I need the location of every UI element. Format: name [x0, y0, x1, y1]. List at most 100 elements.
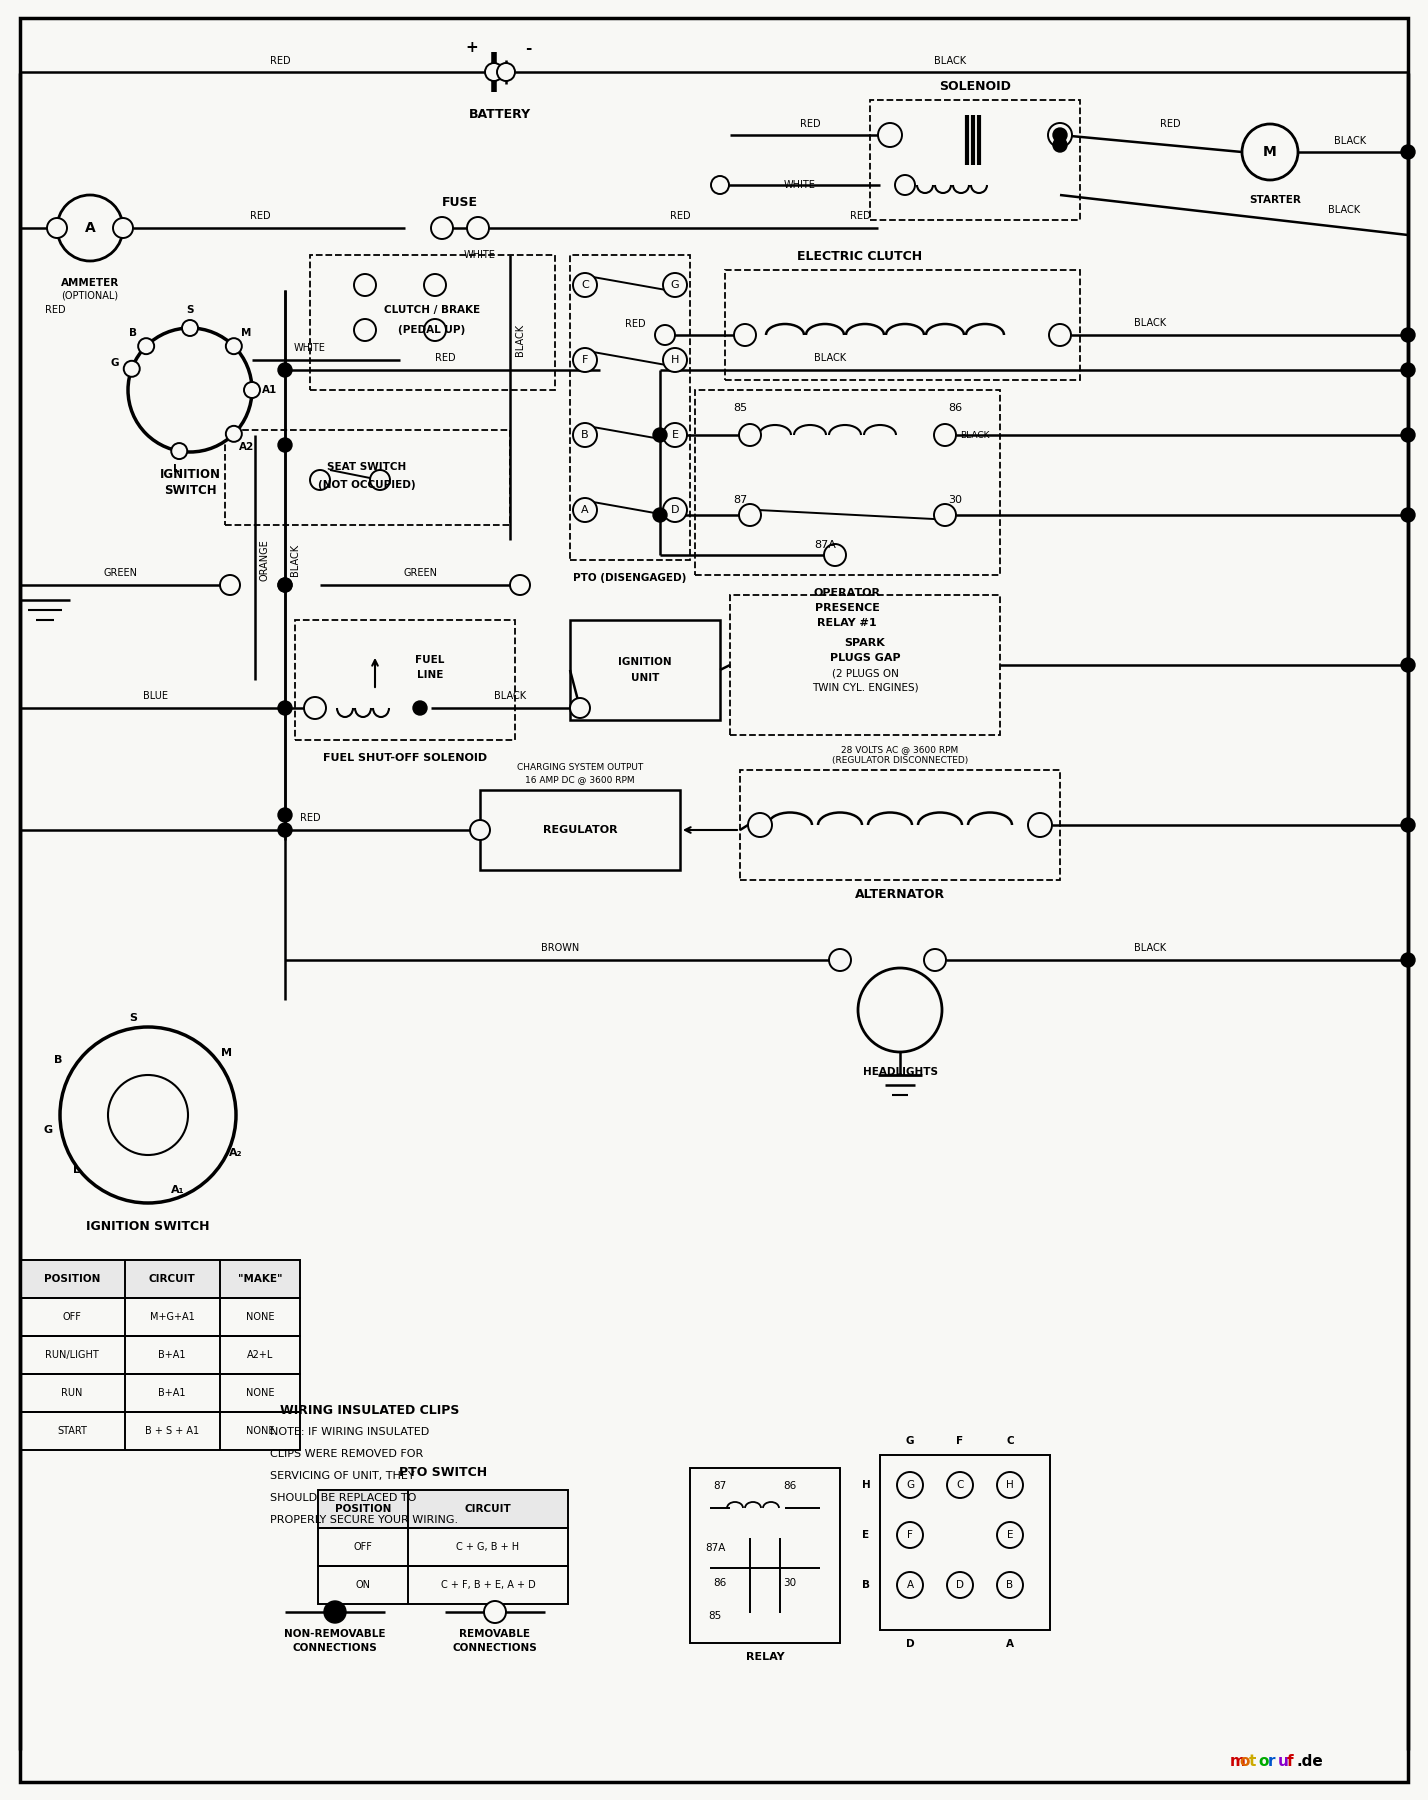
- Circle shape: [467, 218, 488, 239]
- Text: G: G: [110, 358, 119, 367]
- Circle shape: [278, 437, 291, 452]
- Bar: [318, 1566, 568, 1604]
- Text: C: C: [581, 281, 588, 290]
- Text: CIRCUIT: CIRCUIT: [464, 1505, 511, 1514]
- Bar: [695, 391, 1000, 574]
- Bar: [740, 770, 1060, 880]
- Circle shape: [60, 1028, 236, 1202]
- Text: A: A: [581, 506, 588, 515]
- Text: +: +: [466, 40, 478, 56]
- Text: FUEL SHUT-OFF SOLENOID: FUEL SHUT-OFF SOLENOID: [323, 752, 487, 763]
- Bar: [20, 1298, 300, 1336]
- Circle shape: [740, 504, 761, 526]
- Text: PRESENCE: PRESENCE: [814, 603, 880, 614]
- Text: r: r: [1268, 1755, 1275, 1769]
- Text: RED: RED: [270, 56, 290, 67]
- Text: B: B: [581, 430, 588, 439]
- Text: RED: RED: [624, 319, 645, 329]
- Text: C: C: [957, 1480, 964, 1490]
- Text: 85: 85: [733, 403, 747, 412]
- Text: RED: RED: [800, 119, 820, 130]
- Circle shape: [124, 360, 140, 376]
- Circle shape: [113, 218, 133, 238]
- Circle shape: [711, 176, 730, 194]
- Text: S: S: [186, 304, 194, 315]
- Text: A1: A1: [263, 385, 277, 394]
- Text: .de: .de: [1297, 1755, 1324, 1769]
- Text: RED: RED: [434, 353, 456, 364]
- Text: H: H: [671, 355, 680, 365]
- Circle shape: [278, 578, 291, 592]
- Text: BROWN: BROWN: [541, 943, 580, 952]
- Text: FUSE: FUSE: [443, 196, 478, 209]
- Text: PTO SWITCH: PTO SWITCH: [398, 1465, 487, 1478]
- Circle shape: [655, 326, 675, 346]
- Text: B: B: [54, 1055, 63, 1066]
- Circle shape: [663, 499, 687, 522]
- Text: ON: ON: [356, 1580, 370, 1589]
- Circle shape: [570, 698, 590, 718]
- Text: (PEDAL UP): (PEDAL UP): [398, 326, 466, 335]
- Text: ORANGE: ORANGE: [258, 540, 268, 581]
- Text: OFF: OFF: [63, 1312, 81, 1321]
- Circle shape: [1401, 952, 1415, 967]
- Text: 86: 86: [948, 403, 962, 412]
- Bar: [730, 596, 1000, 734]
- Text: CONNECTIONS: CONNECTIONS: [293, 1643, 377, 1652]
- Text: BATTERY: BATTERY: [468, 108, 531, 121]
- Text: M: M: [1264, 146, 1277, 158]
- Text: RUN: RUN: [61, 1388, 83, 1399]
- Circle shape: [653, 508, 667, 522]
- Circle shape: [997, 1472, 1022, 1498]
- Text: WHITE: WHITE: [464, 250, 496, 259]
- Circle shape: [431, 218, 453, 239]
- Text: OPERATOR: OPERATOR: [814, 589, 881, 598]
- Text: C + F, B + E, A + D: C + F, B + E, A + D: [441, 1580, 536, 1589]
- Circle shape: [1401, 146, 1415, 158]
- Bar: [870, 101, 1080, 220]
- Text: H: H: [861, 1480, 871, 1490]
- Circle shape: [1048, 122, 1072, 148]
- Text: BLACK: BLACK: [290, 544, 300, 576]
- Text: 30: 30: [948, 495, 962, 506]
- Text: G: G: [671, 281, 680, 290]
- Text: GREEN: GREEN: [103, 569, 137, 578]
- Circle shape: [897, 1472, 922, 1498]
- Text: WIRING INSULATED CLIPS: WIRING INSULATED CLIPS: [280, 1404, 460, 1417]
- Circle shape: [510, 574, 530, 596]
- Text: START: START: [57, 1426, 87, 1436]
- Circle shape: [924, 949, 945, 970]
- Text: G: G: [43, 1125, 53, 1136]
- Circle shape: [424, 274, 446, 295]
- Text: 28 VOLTS AC @ 3600 RPM: 28 VOLTS AC @ 3600 RPM: [841, 745, 958, 754]
- Circle shape: [1028, 814, 1052, 837]
- Circle shape: [181, 320, 198, 337]
- Text: S: S: [129, 1013, 137, 1022]
- Text: NONE: NONE: [246, 1312, 274, 1321]
- Circle shape: [663, 347, 687, 373]
- Bar: [296, 619, 516, 740]
- Text: "MAKE": "MAKE": [237, 1274, 283, 1283]
- Text: CLIPS WERE REMOVED FOR: CLIPS WERE REMOVED FOR: [270, 1449, 423, 1460]
- Text: o: o: [1258, 1755, 1269, 1769]
- Text: RED: RED: [1160, 119, 1181, 130]
- Text: NON-REMOVABLE: NON-REMOVABLE: [284, 1629, 386, 1640]
- Circle shape: [304, 697, 326, 718]
- Text: C: C: [1007, 1436, 1014, 1445]
- Text: D: D: [671, 506, 680, 515]
- Bar: [310, 256, 555, 391]
- Circle shape: [897, 1523, 922, 1548]
- Text: M: M: [241, 328, 251, 338]
- Text: E: E: [671, 430, 678, 439]
- Text: RED: RED: [850, 211, 870, 221]
- Text: BLACK: BLACK: [814, 353, 845, 364]
- Text: SHOULD BE REPLACED TO: SHOULD BE REPLACED TO: [270, 1492, 417, 1503]
- Text: B + S + A1: B + S + A1: [144, 1426, 198, 1436]
- Text: t: t: [1250, 1755, 1257, 1769]
- Text: CHARGING SYSTEM OUTPUT: CHARGING SYSTEM OUTPUT: [517, 763, 643, 772]
- Text: GREEN: GREEN: [403, 569, 437, 578]
- Text: BLACK: BLACK: [1134, 943, 1167, 952]
- Text: PLUGS GAP: PLUGS GAP: [830, 653, 900, 662]
- Text: SOLENOID: SOLENOID: [940, 79, 1011, 92]
- Text: F: F: [581, 355, 588, 365]
